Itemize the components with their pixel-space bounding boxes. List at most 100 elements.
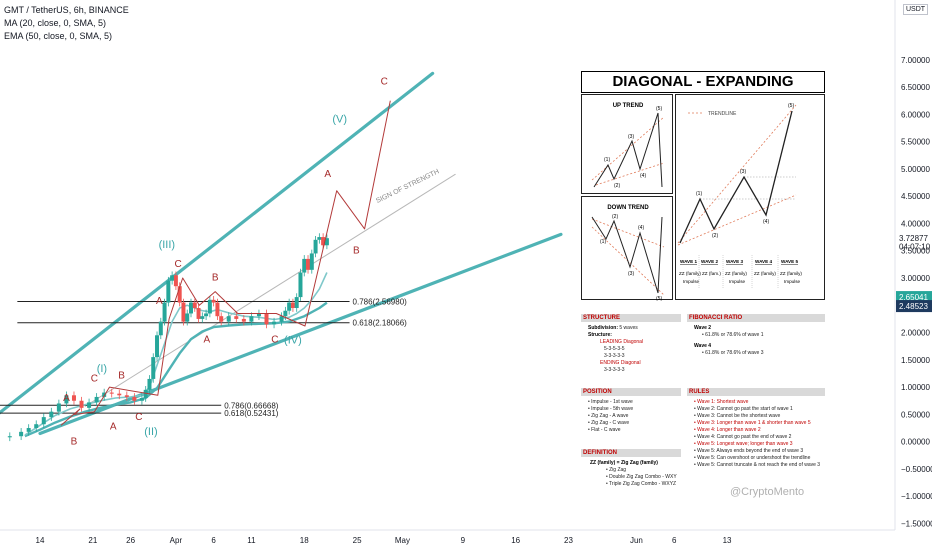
wave-4-zz: ZZ (family) [754,271,776,276]
detail-upper-trendline [677,104,797,244]
wave-3-type: Impulse [729,279,746,284]
up-lower-trendline [595,162,665,186]
fib-level-label: 0.786(2.56980) [353,297,408,306]
fib-wave-4: Wave 4 [694,343,712,349]
candle-body [170,275,175,281]
definition-header: DEFINITION [581,449,681,457]
wave-label: B [118,370,125,381]
wave-2-header: WAVE 2 [701,259,718,264]
fibonacci-body: Wave 2 • 61.8% or 78.6% of wave 1 Wave 4… [694,325,764,357]
fib-level-label: 0.618(2.18066) [353,319,408,328]
candle-body [185,313,190,322]
wave-columns: WAVE 1 WAVE 2 WAVE 3 WAVE 4 WAVE 5 ZZ (f… [679,255,802,289]
candle-body [309,253,314,270]
candle-body [147,378,152,390]
rule-item: • Wave 4: Cannot go past the end of wave… [694,434,792,440]
wave-count-path[interactable] [60,100,391,426]
up-trend-panel: UP TREND (1) (2) (3) (4) (5) [581,94,673,194]
wave-label: A [63,393,70,404]
candle-body [207,299,212,314]
structure-body: Subdivision: 5 waves Structure: LEADING … [588,325,643,374]
wave-2-zz: ZZ (fam.) [702,271,721,276]
chart-legend: GMT / TetherUS, 6h, BINANCE MA (20, clos… [4,4,129,43]
up-label-3: (3) [628,134,634,140]
x-tick-label: 18 [300,536,309,545]
sign-of-strength-trendline[interactable] [84,173,456,407]
detail-lower-trendline [677,194,797,246]
candle-body [302,258,307,273]
legend-symbol[interactable]: GMT / TetherUS, 6h, BINANCE [4,5,129,15]
x-tick-label: 13 [723,536,732,545]
wave-label: B [212,273,219,284]
rule-item: • Wave 1: Shortest wave [694,399,749,405]
candle-body [79,400,84,408]
wave-1-header: WAVE 1 [680,259,697,264]
candle-body [181,302,186,322]
candle-body [241,318,246,322]
x-tick-label: 16 [511,536,520,545]
x-tick-label: 6 [211,536,216,545]
detail-wave-path [679,110,793,244]
candle-body [219,316,224,322]
detail-label-5: (5) [788,103,794,109]
candle-body [109,392,114,394]
y-tick-label: 0.50000 [901,410,930,419]
y-tick-label: −1.50000 [901,520,932,529]
diagonal-infocard: DIAGONAL - EXPANDING UP TREND (1) (2) (3… [566,68,834,528]
x-tick-label: May [395,536,410,545]
fib-wave-2-text: • 61.8% or 78.6% of wave 1 [702,332,764,338]
up-label-5: (5) [656,106,662,112]
down-label-1: (1) [600,239,606,245]
rule-item: • Wave 2: Cannot go past the start of wa… [694,406,793,412]
candle-body [124,395,129,397]
y-tick-label: 4.50000 [901,192,930,201]
up-trend-label: UP TREND [613,103,644,109]
wave-label: (II) [144,426,157,438]
wave-1-zz: ZZ (family) [679,271,701,276]
y-tick-label: −1.00000 [901,492,932,501]
position-item: • Zig Zag - A wave [588,413,629,419]
wave-label: C [271,334,278,345]
watermark: @CryptoMento [730,486,805,498]
definition-main: ZZ (family) = Zig Zag (family) [590,460,658,466]
candle-body [294,297,299,309]
upper-channel-line[interactable] [0,71,435,422]
down-label-4: (4) [638,225,644,231]
leading-diagonal: LEADING Diagonal [600,339,644,345]
rules-header: RULES [687,388,825,396]
y-tick-label: 3.00000 [901,274,930,283]
down-label-2: (2) [612,214,618,220]
wave-5-header: WAVE 5 [781,259,798,264]
candle-body [226,316,231,322]
subdivision-value: 5 waves [619,325,638,331]
definition-item: • Double Zig Zag Combo - WXY [606,474,677,480]
fib-level-label: 0.786(0.66668) [224,401,279,410]
candle-body [41,417,46,425]
wave-label: (III) [159,239,176,251]
detail-label-2: (2) [712,233,718,239]
currency-label[interactable]: USDT [903,4,929,15]
price-tag-label: 04:07:10 [899,242,931,251]
candle-body [264,313,269,325]
candle-body [306,258,311,270]
wave-5-zz: ZZ (family) [780,271,802,276]
down-trend-diagram: DOWN TREND (1) (2) (3) (4) (5) [591,205,665,302]
rule-item: • Wave 4: Longer than wave 2 [694,427,761,433]
detail-label-1: (1) [696,191,702,197]
candle-body [211,299,216,303]
wave-label: B [353,245,360,256]
wave-5-type: Impulse [784,279,801,284]
y-tick-label: 4.00000 [901,219,930,228]
candle-body [87,402,92,408]
candle-body [56,403,61,412]
legend-ema[interactable]: EMA (50, close, 0, SMA, 5) [4,31,113,41]
candle-body [324,238,329,246]
subdivision-key: Subdivision: [588,325,618,331]
candle-body [155,335,160,358]
wave-label: A [324,169,331,180]
candle-body [279,316,284,322]
wave-label: C [135,412,142,423]
legend-ma[interactable]: MA (20, close, 0, SMA, 5) [4,18,107,28]
y-tick-label: 2.00000 [901,329,930,338]
